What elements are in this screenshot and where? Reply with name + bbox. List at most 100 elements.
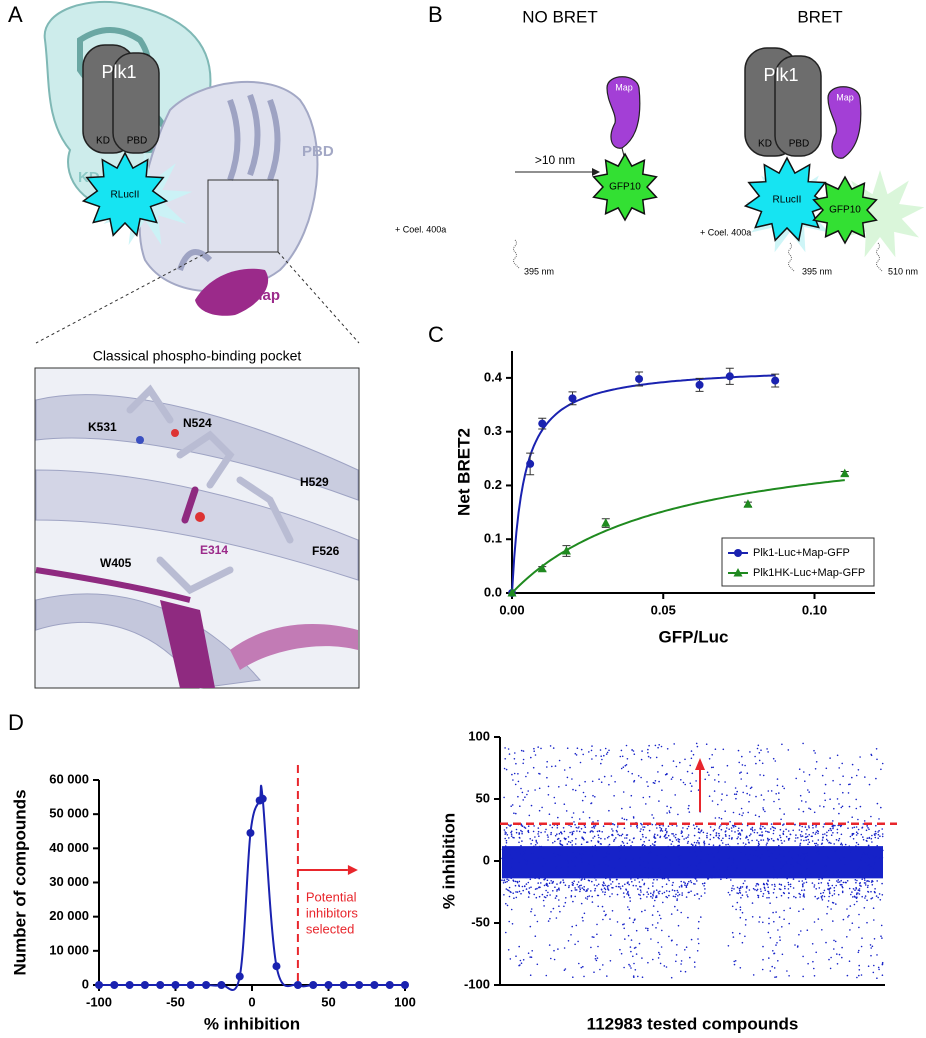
point-cloud-dot	[751, 826, 754, 829]
point-cloud-dot	[805, 839, 807, 841]
point-cloud-dot	[694, 966, 696, 968]
point-cloud-dot	[686, 874, 688, 877]
map-label: Map	[836, 92, 854, 102]
point-cloud-dot	[841, 891, 844, 894]
point-cloud-dot	[531, 871, 533, 873]
point-cloud-dot	[521, 791, 524, 794]
point-cloud-dot	[599, 968, 601, 971]
point-cloud-dot	[802, 885, 804, 888]
point-cloud-dot	[847, 821, 849, 823]
donor-label: RLucII	[773, 195, 802, 206]
point-cloud-dot	[596, 894, 599, 897]
point-cloud-dot	[651, 814, 653, 816]
point-cloud-dot	[647, 752, 649, 754]
point-cloud-dot	[676, 867, 678, 870]
point-cloud-dot	[510, 805, 512, 807]
point-cloud-dot	[741, 829, 743, 832]
point-cloud-dot	[514, 880, 517, 883]
point-cloud-dot	[757, 842, 760, 845]
point-cloud-dot	[675, 765, 678, 768]
point-cloud-dot	[556, 852, 559, 855]
point-cloud-dot	[601, 872, 604, 875]
point-cloud-dot	[802, 884, 804, 886]
point-cloud-dot	[535, 841, 538, 843]
point-cloud-dot	[616, 831, 618, 833]
point-cloud-dot	[864, 879, 866, 881]
point-cloud-dot	[661, 764, 664, 767]
point-cloud-dot	[664, 867, 667, 869]
point-cloud-dot	[759, 827, 761, 829]
point-cloud-dot	[681, 831, 683, 833]
point-cloud-dot	[572, 884, 574, 886]
point-cloud-dot	[867, 854, 870, 856]
point-cloud-dot	[772, 832, 775, 835]
point-cloud-dot	[503, 879, 506, 881]
point-cloud-dot	[667, 878, 669, 880]
point-cloud-dot	[760, 749, 762, 751]
point-cloud-dot	[740, 847, 742, 850]
point-cloud-dot	[770, 856, 772, 859]
point-cloud-dot	[800, 873, 803, 875]
point-cloud-dot	[676, 909, 679, 911]
point-cloud-dot	[856, 868, 859, 870]
point-cloud-dot	[579, 890, 581, 893]
point-cloud-dot	[601, 831, 603, 833]
point-cloud-dot	[772, 911, 774, 914]
point-cloud-dot	[611, 881, 614, 883]
point-cloud-dot	[871, 945, 874, 948]
point-cloud-dot	[578, 854, 581, 857]
point-cloud-dot	[861, 868, 864, 870]
point-cloud-dot	[738, 874, 741, 876]
point-cloud-dot	[628, 867, 630, 870]
point-cloud-dot	[792, 887, 795, 889]
point-cloud-dot	[698, 841, 700, 844]
point-cloud-dot	[597, 883, 600, 886]
point-cloud-dot	[714, 779, 716, 781]
x-axis-label: 112983 tested compounds	[587, 1014, 799, 1033]
point-cloud-dot	[746, 885, 748, 888]
point-cloud-dot	[602, 881, 605, 883]
point-cloud-dot	[604, 884, 606, 887]
point-cloud-dot	[826, 840, 829, 842]
point-cloud-dot	[529, 838, 531, 840]
point-cloud-dot	[679, 761, 681, 764]
point-cloud-dot	[556, 865, 558, 868]
point-cloud-dot	[759, 834, 762, 836]
point-cloud-dot	[520, 787, 522, 790]
point-cloud-dot	[826, 906, 829, 908]
point-cloud-dot	[838, 837, 841, 840]
point-cloud-dot	[552, 747, 555, 749]
point-cloud-dot	[868, 783, 871, 786]
point-cloud-dot	[618, 850, 620, 853]
point-cloud-dot	[827, 857, 829, 859]
point-cloud-dot	[817, 850, 819, 852]
point-cloud-dot	[777, 839, 779, 841]
point-cloud-dot	[844, 864, 846, 866]
point-cloud-dot	[524, 796, 526, 798]
point-cloud-dot	[795, 872, 797, 875]
point-cloud-dot	[727, 843, 729, 846]
point-cloud-dot	[582, 888, 585, 891]
point-cloud-dot	[716, 861, 718, 864]
point-cloud-dot	[855, 834, 858, 836]
point-cloud-dot	[653, 848, 656, 851]
point-cloud-dot	[841, 946, 843, 949]
y-tick-label: 100	[468, 728, 490, 743]
point-cloud-dot	[877, 837, 879, 839]
point-cloud-dot	[767, 790, 770, 792]
arrow-head	[695, 758, 705, 770]
point-cloud-dot	[630, 794, 633, 797]
point-cloud-dot	[680, 779, 682, 781]
point-cloud-dot	[744, 868, 747, 870]
point-cloud-dot	[690, 861, 693, 864]
point-cloud-dot	[689, 956, 691, 959]
point-cloud-dot	[802, 975, 804, 978]
point-cloud-dot	[772, 829, 775, 832]
point-cloud-dot	[779, 807, 781, 810]
y-tick-label: -100	[464, 976, 490, 991]
point-cloud-dot	[759, 888, 762, 890]
point-cloud-dot	[815, 826, 817, 828]
point-cloud-dot	[510, 831, 512, 834]
point-cloud-dot	[627, 934, 630, 937]
